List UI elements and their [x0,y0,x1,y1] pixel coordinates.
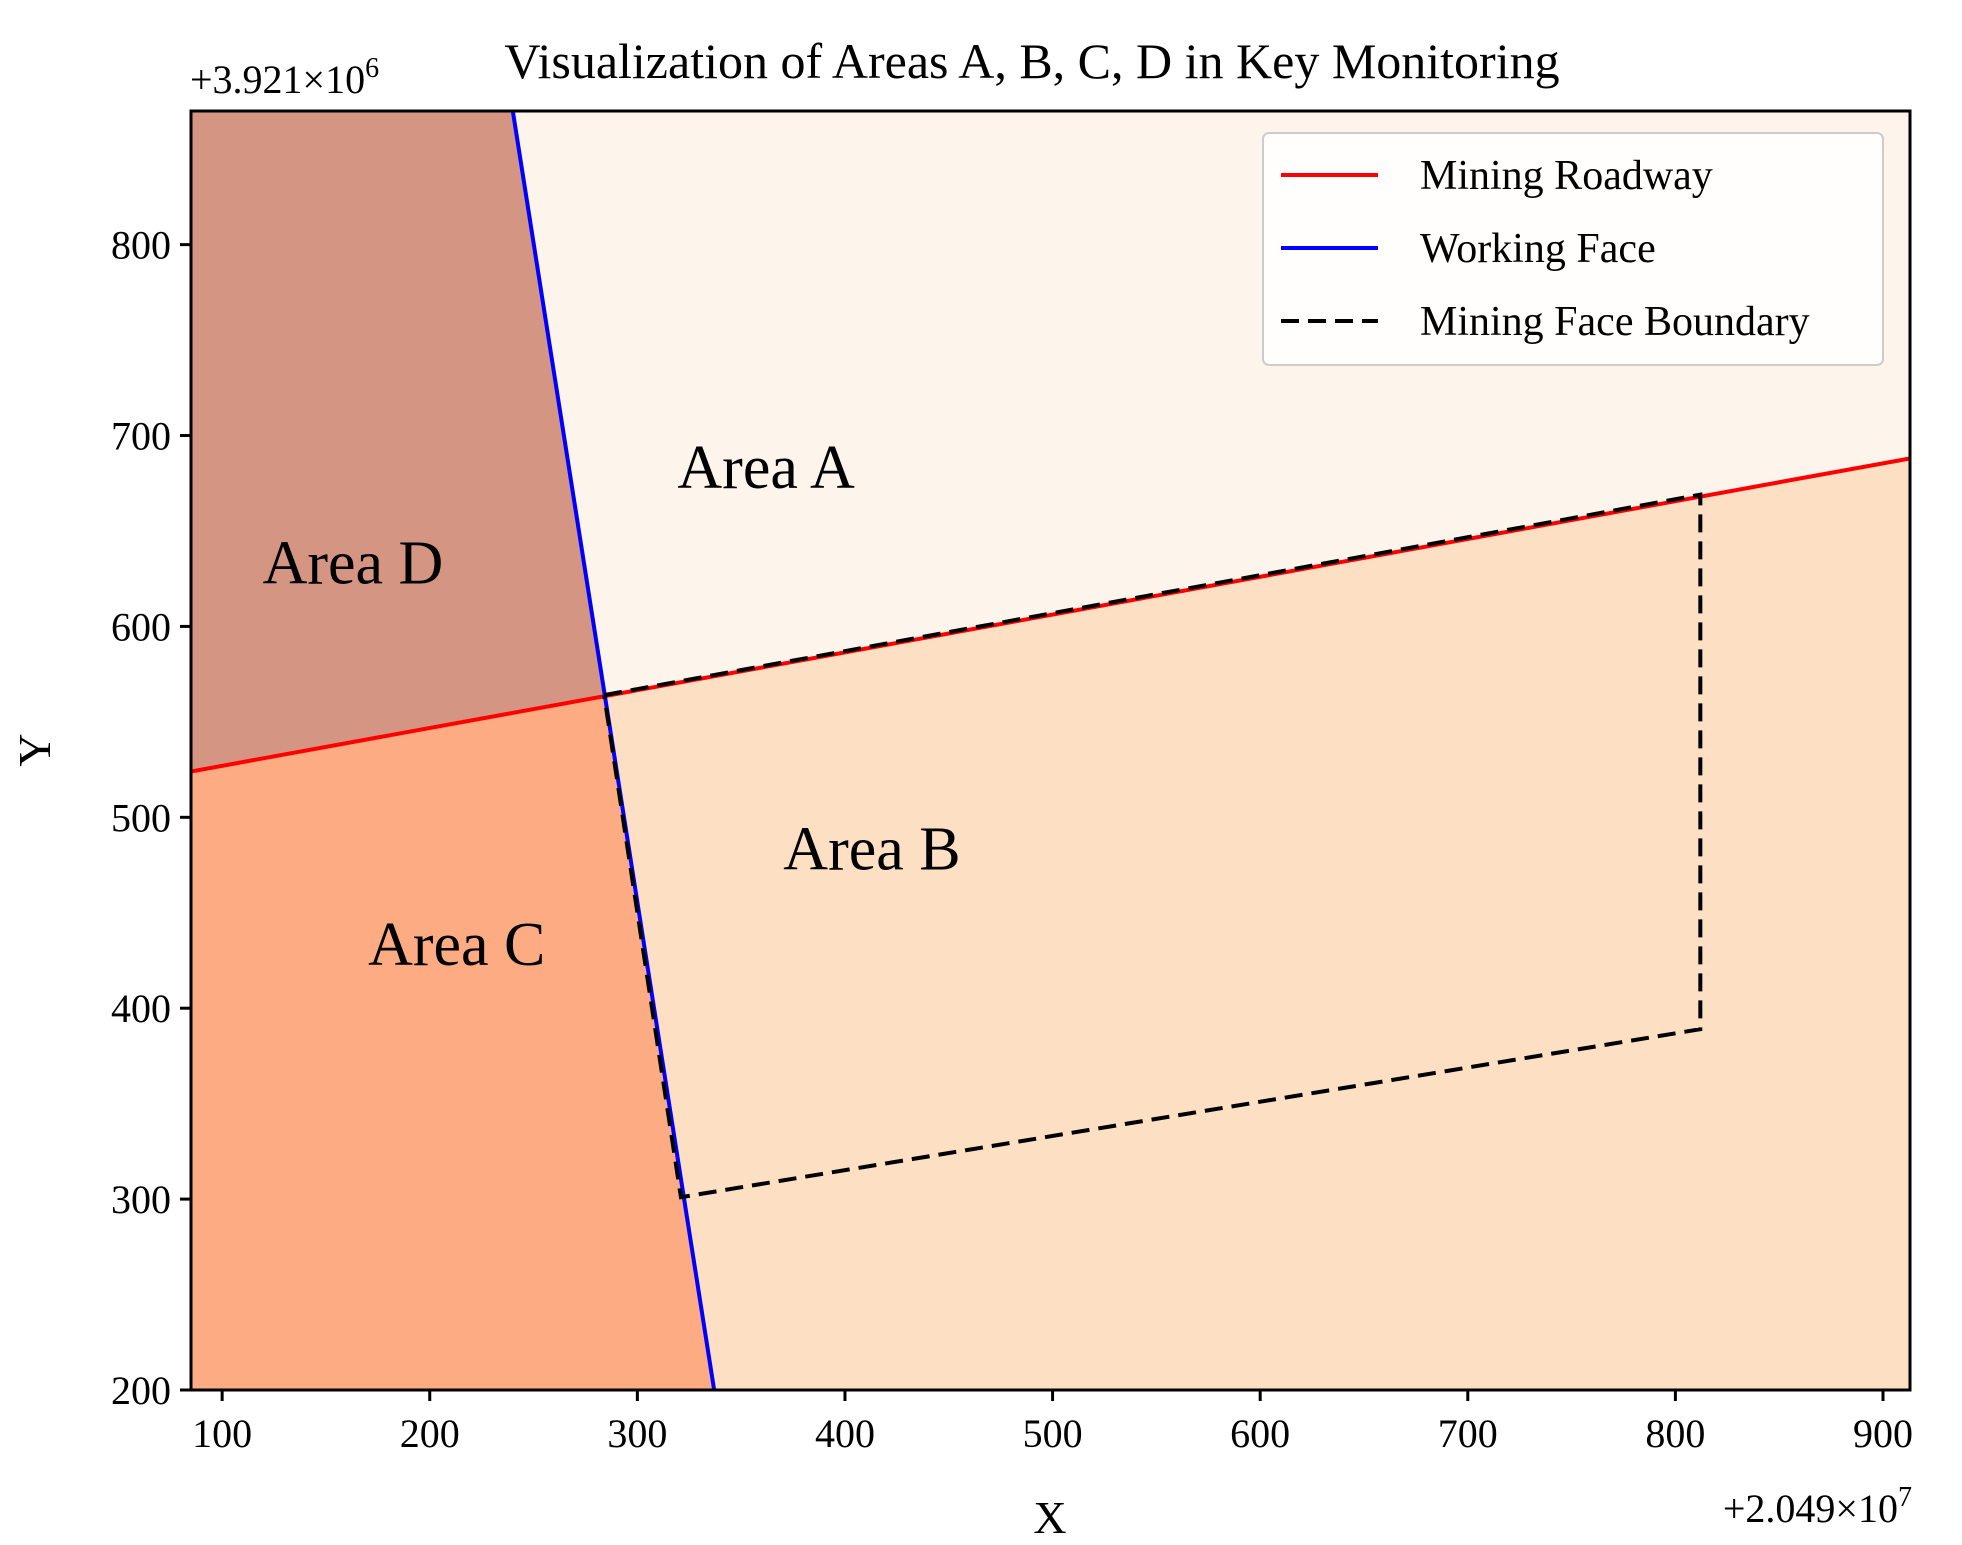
x-tick-label: 800 [1645,1411,1705,1456]
legend: Mining Roadway Working Face Mining Face Bo… [1262,132,1884,366]
y-offset-label: +3.921×106 [190,53,379,102]
area-b-label: Area B [783,816,960,884]
x-axis-label: X [1033,1492,1066,1543]
area-labels: Area A Area B Area C Area D [263,434,961,979]
legend-label-mining-face-boundary: Mining Face Boundary [1420,299,1810,345]
y-tick-label: 200 [111,1368,171,1413]
x-axis-ticks: 100 200 300 400 500 600 700 800 900 [192,1390,1913,1456]
y-tick-label: 600 [111,604,171,649]
x-tick-label: 900 [1853,1411,1913,1456]
y-axis-label: Y [9,733,60,766]
area-c-label: Area C [368,911,545,979]
x-offset-label: +2.049×107 [1723,1482,1912,1531]
x-tick-label: 100 [192,1411,252,1456]
x-tick-label: 700 [1438,1411,1498,1456]
legend-label-working-face: Working Face [1420,226,1656,272]
x-tick-label: 500 [1023,1411,1083,1456]
y-tick-label: 400 [111,986,171,1031]
area-d-label: Area D [263,529,444,597]
chart-title: Visualization of Areas A, B, C, D in Key… [504,33,1559,89]
area-c-region [191,695,715,1390]
mining-face-boundary-line [602,492,1703,1200]
y-axis-ticks: 200 300 400 500 600 700 800 [111,223,191,1413]
x-tick-label: 200 [400,1411,460,1456]
area-a-label: Area A [677,434,855,502]
y-tick-label: 800 [111,223,171,268]
y-tick-label: 300 [111,1177,171,1222]
x-tick-label: 400 [815,1411,875,1456]
x-tick-label: 300 [607,1411,667,1456]
area-b-region [604,458,1910,1390]
legend-box [1262,132,1884,366]
legend-label-mining-roadway: Mining Roadway [1420,153,1713,199]
area-d-region [191,111,605,772]
x-tick-label: 600 [1230,1411,1290,1456]
y-tick-label: 500 [111,795,171,840]
series-lines [191,111,1910,1390]
plot-frame [189,109,1912,1392]
y-tick-label: 700 [111,414,171,459]
